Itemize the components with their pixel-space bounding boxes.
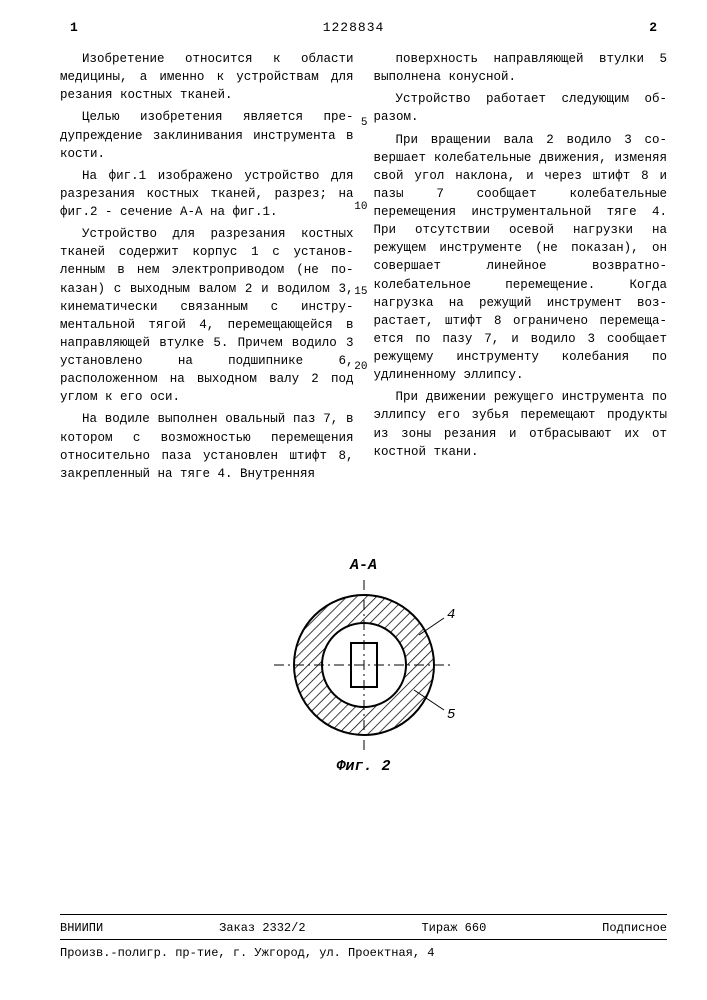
footer-sub: Подписное [602,921,667,935]
page-col-num-right: 2 [649,20,657,35]
footer: ВНИИПИ Заказ 2332/2 Тираж 660 Подписное … [60,914,667,960]
right-column: поверхность направляющей втулки 5 вы­пол… [374,50,668,487]
text-columns: Изобретение относится к области медицины… [60,50,667,487]
line-marker: 5 [361,116,368,132]
paragraph: Изобретение относится к области медицины… [60,50,354,104]
figure-caption: Фиг. 2 [60,758,667,775]
line-marker: 15 [354,285,367,301]
callout-5: 5 [447,707,456,723]
figure-2-diagram: 4 5 [264,580,464,750]
paragraph: При движении режущего инструмента по элл… [374,388,668,461]
footer-row-1: ВНИИПИ Заказ 2332/2 Тираж 660 Подписное [60,914,667,935]
figure-section-label: А-А [60,557,667,574]
left-column: Изобретение относится к области медицины… [60,50,354,487]
footer-row-2: Произв.-полигр. пр-тие, г. Ужгород, ул. … [60,939,667,960]
callout-4: 4 [447,607,455,623]
line-marker: 20 [354,360,367,376]
figure-area: А-А 4 5 [60,557,667,775]
footer-org: ВНИИПИ [60,921,103,935]
line-marker: 10 [354,200,367,216]
paragraph: Устройство для разрезания костных тканей… [60,225,354,406]
footer-address: Произв.-полигр. пр-тие, г. Ужгород, ул. … [60,946,434,960]
patent-number: 1228834 [323,20,385,35]
paragraph: Целью изобретения является пре­дупрежден… [60,108,354,162]
paragraph: При вращении вала 2 водило 3 со­вершает … [374,131,668,385]
footer-order: Заказ 2332/2 [219,921,305,935]
footer-tirazh: Тираж 660 [421,921,486,935]
page-col-num-left: 1 [70,20,78,35]
paragraph: поверхность направляющей втулки 5 вы­пол… [374,50,668,86]
page: 1 2 1228834 Изобретение относится к обла… [0,0,707,1000]
paragraph: На водиле выполнен овальный паз 7, в кот… [60,410,354,483]
paragraph: На фиг.1 изображено устройство для разре… [60,167,354,221]
paragraph: Устройство работает следующим об­разом. [374,90,668,126]
